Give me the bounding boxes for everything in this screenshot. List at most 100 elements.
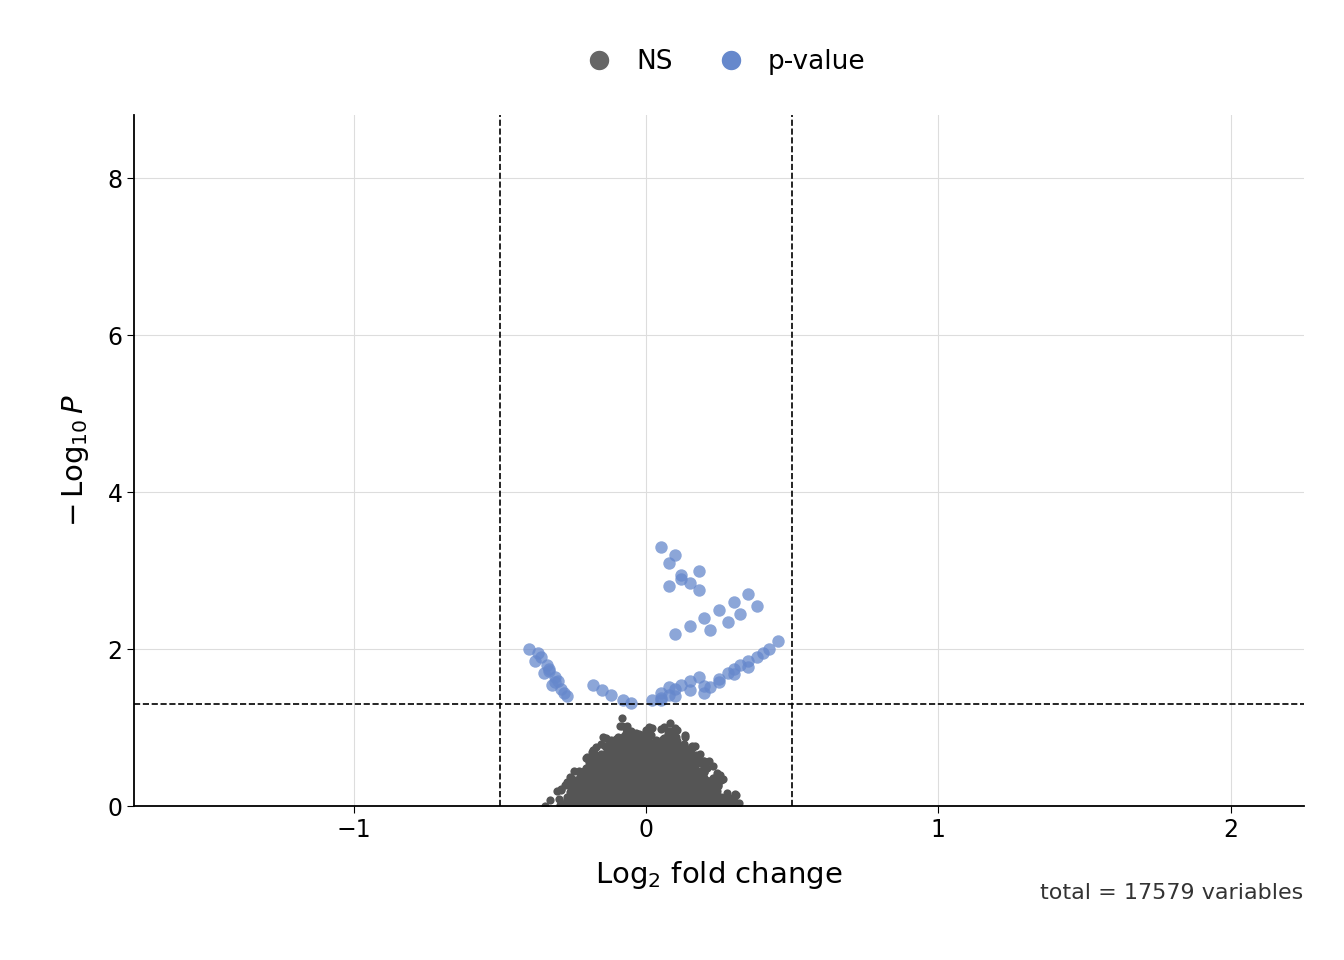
Point	[628, 799, 649, 814]
Point	[642, 794, 664, 809]
Point	[621, 768, 642, 783]
Point	[641, 796, 663, 811]
Point	[645, 792, 667, 807]
Point	[642, 788, 664, 804]
Point	[642, 797, 664, 812]
Point	[617, 798, 638, 813]
Point	[634, 787, 656, 803]
Point	[669, 779, 691, 794]
Point	[659, 765, 680, 780]
Point	[638, 778, 660, 793]
Point	[675, 796, 696, 811]
Point	[583, 799, 605, 814]
Point	[616, 798, 637, 813]
Point	[648, 799, 669, 814]
Point	[616, 790, 637, 805]
Point	[632, 787, 653, 803]
Point	[657, 799, 679, 814]
Point	[638, 794, 660, 809]
Point	[613, 796, 634, 811]
Point	[664, 688, 685, 704]
Point	[607, 798, 629, 813]
Point	[628, 781, 649, 797]
Point	[653, 787, 675, 803]
Point	[605, 786, 626, 802]
Point	[663, 793, 684, 808]
Point	[669, 784, 691, 800]
Point	[665, 795, 687, 810]
Point	[645, 799, 667, 814]
Point	[663, 792, 684, 807]
Point	[633, 741, 655, 756]
Point	[609, 797, 630, 812]
Point	[648, 795, 669, 810]
Point	[620, 775, 641, 790]
Point	[649, 793, 671, 808]
Point	[602, 755, 624, 770]
Point	[620, 796, 641, 811]
Point	[648, 795, 669, 810]
Point	[618, 795, 640, 810]
Point	[609, 791, 630, 806]
Point	[616, 799, 637, 814]
Point	[586, 799, 607, 814]
Point	[644, 799, 665, 814]
Point	[646, 797, 668, 812]
Point	[646, 778, 668, 793]
Point	[624, 783, 645, 799]
Point	[659, 797, 680, 812]
Point	[684, 773, 706, 788]
Point	[644, 798, 665, 813]
Point	[633, 764, 655, 780]
Point	[603, 799, 625, 814]
Point	[612, 772, 633, 787]
Point	[646, 787, 668, 803]
Point	[656, 788, 677, 804]
Point	[668, 777, 689, 792]
Point	[653, 799, 675, 814]
Point	[601, 756, 622, 771]
Point	[621, 781, 642, 797]
Point	[594, 780, 616, 796]
Point	[620, 780, 641, 795]
Point	[655, 772, 676, 787]
Point	[640, 796, 661, 811]
Point	[642, 798, 664, 813]
Point	[636, 799, 657, 814]
Point	[614, 763, 636, 779]
Point	[621, 776, 642, 791]
Point	[632, 798, 653, 813]
Point	[653, 719, 675, 734]
Point	[653, 786, 675, 802]
Point	[633, 799, 655, 814]
Point	[581, 799, 602, 814]
Point	[595, 758, 617, 774]
Point	[660, 769, 681, 784]
Point	[637, 765, 659, 780]
Point	[656, 796, 677, 811]
Point	[594, 798, 616, 813]
Point	[603, 794, 625, 809]
Point	[633, 786, 655, 802]
Point	[640, 798, 661, 813]
Point	[657, 786, 679, 802]
Point	[641, 788, 663, 804]
Point	[636, 792, 657, 807]
Point	[617, 773, 638, 788]
Point	[612, 774, 633, 789]
Point	[622, 799, 644, 814]
Point	[630, 791, 652, 806]
Point	[633, 776, 655, 791]
Point	[640, 798, 661, 813]
Point	[620, 798, 641, 813]
Point	[597, 788, 618, 804]
Point	[621, 782, 642, 798]
Point	[598, 795, 620, 810]
Point	[620, 798, 641, 813]
Point	[612, 786, 633, 802]
Point	[669, 791, 691, 806]
Point	[652, 795, 673, 810]
Point	[613, 797, 634, 812]
Point	[634, 799, 656, 814]
Point	[646, 799, 668, 814]
